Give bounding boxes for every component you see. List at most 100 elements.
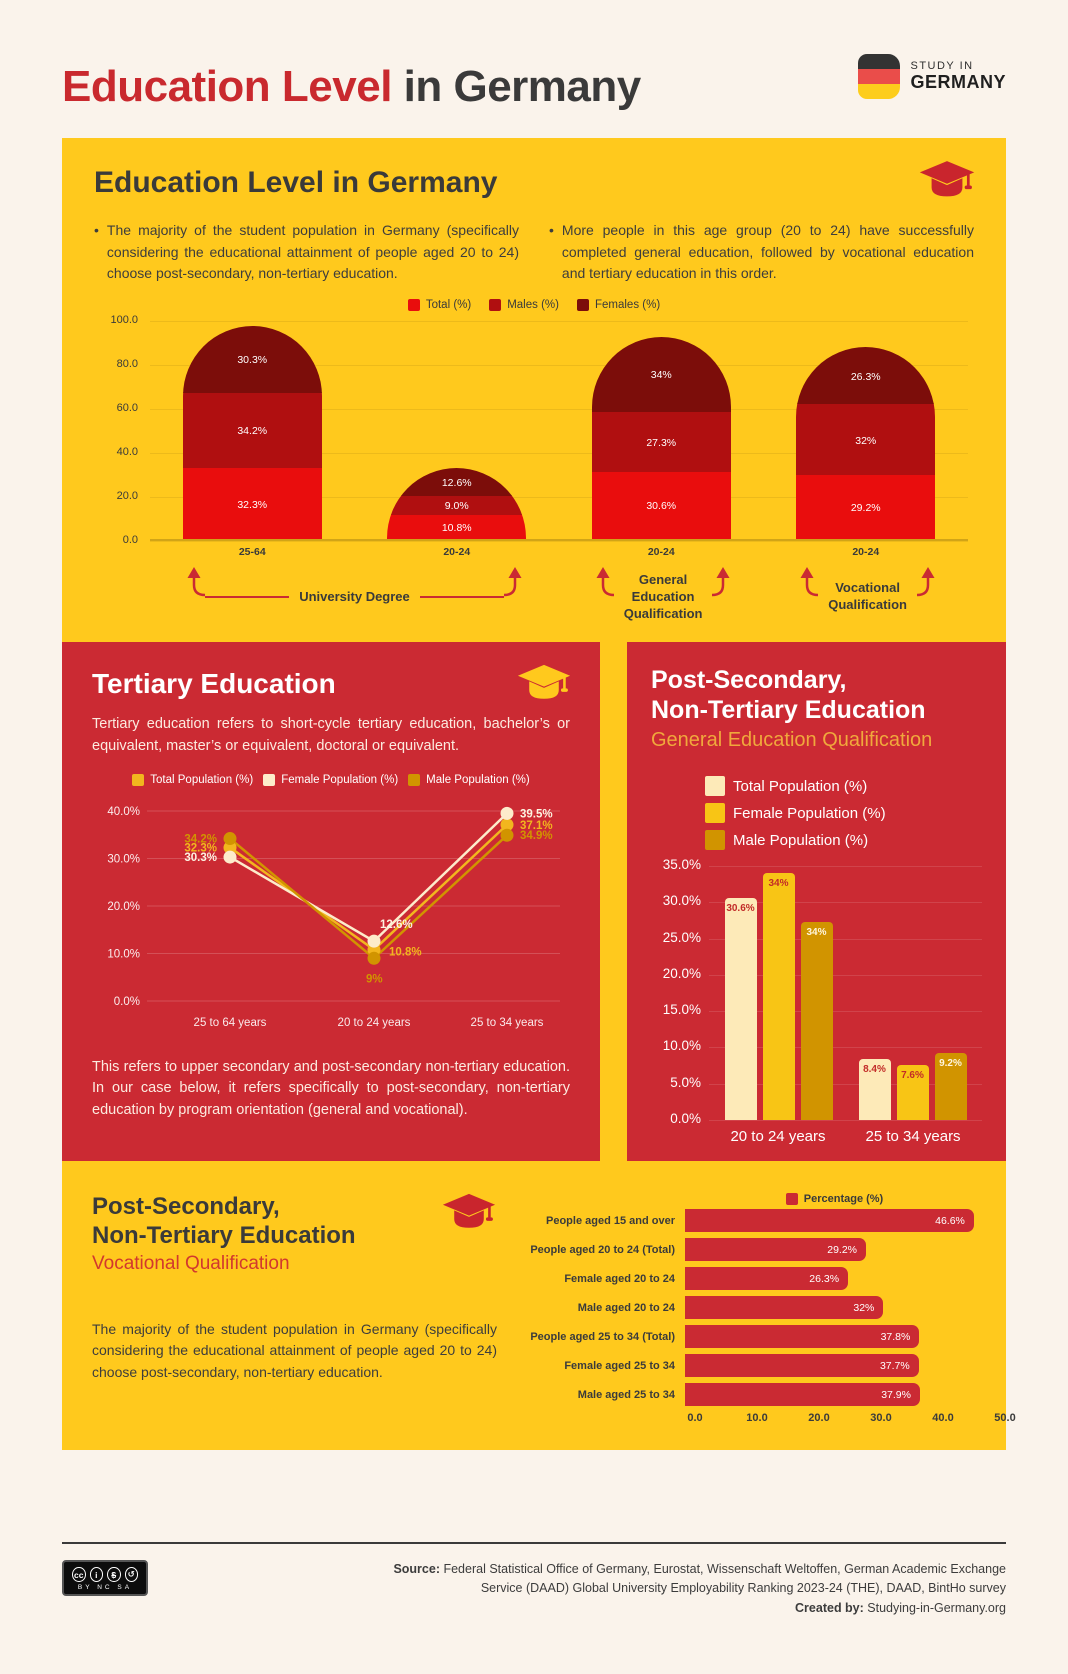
hbar-track: 32% [685,1296,976,1320]
vocational-heading-line1: Post-Secondary, [92,1193,280,1221]
bracket-arrow-up-icon [916,566,939,629]
general-heading-line1: Post-Secondary, [651,666,847,695]
source-label: Source: [393,1562,440,1577]
bar-segment [182,326,322,393]
chart-legend: Total Population (%) Female Population (%… [92,773,570,786]
creative-commons-badge: cc i $ ↺ BY NC SA [62,1560,148,1597]
section-general-qualification: Post-Secondary, Non-Tertiary Education Ge… [627,642,1006,1162]
nc-icon: $ [107,1567,121,1583]
legend-label: Percentage (%) [803,1193,884,1206]
legend-item: Total Population (%) [705,776,982,797]
gridline [150,321,968,323]
hbar-row: Male aged 20 to 24 32% [513,1296,976,1320]
general-subtitle: General Education Qualification [651,729,933,752]
x-axis-tick: 20.0 [808,1412,830,1425]
graduation-cap-icon [516,664,572,704]
infographic-card: Education Level in Germany • The majority… [62,138,1016,1451]
bar-segment [591,410,731,472]
section-overview-heading: Education Level in Germany [94,166,498,199]
bar-value-label: 29.2% [850,501,881,514]
hbar-category-label: Male aged 25 to 34 [577,1388,675,1401]
legend-item: Percentage (%) [785,1193,884,1206]
y-axis-label: 0.0 [122,534,138,547]
bar-segment [387,494,527,516]
bracket-line [204,595,290,599]
by-icon: i [89,1567,103,1583]
bar-value-label: 34% [650,369,672,382]
hbar-category-label: Female aged 20 to 24 [564,1272,675,1285]
graduation-cap-icon [918,160,976,202]
gridline [150,453,968,455]
x-axis-tick: 50.0 [994,1412,1016,1425]
bar-value-label: 12.6% [441,476,472,489]
bar-segment [182,467,322,540]
hbar-row: People aged 20 to 24 (Total) 29.2% [513,1238,976,1262]
hbar-value-label: 32% [853,1301,875,1314]
x-axis-label: 20 to 24 years [730,1128,826,1146]
gridline [150,409,968,411]
legend-item: Male Population (%) [705,830,982,851]
legend-label: Total (%) [425,299,472,312]
group-bracket: Vocational Qualification [796,566,935,626]
cc-icon: cc [72,1567,86,1583]
legend-label: Male Population (%) [733,831,869,849]
hbar-bar: 46.6% [685,1209,974,1233]
legend-label: Male Population (%) [426,773,530,786]
chart-legend: Total Population (%) Female Population (%… [705,776,982,851]
svg-text:0.0%: 0.0% [114,996,140,1008]
hbar-value-label: 26.3% [809,1272,840,1285]
hbar-track: 37.7% [685,1354,976,1378]
graduation-cap-icon [441,1193,497,1233]
stacked-bar: 30.6% 27.3% 34% [591,336,731,540]
bar-segment [591,336,731,412]
bar-value-label: 9.0% [444,500,469,513]
general-qualification-chart: Total Population (%) Female Population (%… [651,776,982,1145]
svg-text:39.5%: 39.5% [520,808,553,820]
y-axis-label: 20.0% [662,965,701,981]
hbar-bar: 37.8% [685,1325,920,1349]
legend-item: Total (%) [407,299,472,312]
vocational-text-column: Post-Secondary, Non-Tertiary Education Vo… [92,1193,497,1430]
hbar-track: 26.3% [685,1267,976,1291]
hbar-track: 37.8% [685,1325,976,1349]
legend-swatch [705,803,725,824]
general-heading: Post-Secondary, Non-Tertiary Education [651,666,982,725]
bullet-2: • More people in this age group (20 to 24… [549,220,974,285]
x-axis: 25-64 20-24 20-24 20-24 [150,546,968,566]
gridline [150,541,968,543]
x-axis-tick: 40.0 [932,1412,954,1425]
created-line: Created by: Studying-in-Germany.org [366,1599,1006,1618]
y-axis-label: 35.0% [662,857,701,873]
middle-row: Tertiary Education Tertiary education re… [62,642,1006,1162]
x-axis-label: 20-24 [852,546,880,559]
chart-legend: Percentage (%) [693,1193,976,1206]
gridline [709,1011,982,1013]
legend-item: Male Population (%) [408,773,530,786]
vocational-subtitle: Vocational Qualification [92,1252,290,1274]
legend-item: Females (%) [576,299,661,312]
german-flag-icon [858,54,901,99]
stacked-bar: 29.2% 32% 26.3% [796,346,936,540]
bullet-1: • The majority of the student population … [94,220,519,285]
legend-swatch [263,773,276,786]
legend-label: Total Population (%) [150,773,254,786]
vocational-paragraph: The majority of the student population i… [92,1320,497,1381]
y-axis-label: 30.0% [662,893,701,909]
logo-line1: STUDY IN [910,60,974,72]
sa-icon: ↺ [124,1567,138,1583]
y-axis-label: 0.0% [670,1111,701,1127]
legend-label: Females (%) [594,299,661,312]
bar: 34% [762,873,795,1121]
hbar-track: 29.2% [685,1238,976,1262]
logo-text: STUDY IN GERMANY [910,60,1006,93]
hbar-bar: 29.2% [685,1238,867,1262]
section-overview: Education Level in Germany • The majority… [62,138,1006,642]
bar-value-label: 30.6% [646,500,677,513]
hbar-category-label: Female aged 25 to 34 [564,1359,675,1372]
bracket-arrow-up-icon [592,566,614,629]
gridline [709,974,982,976]
hbar-track: 37.9% [685,1383,976,1407]
hbar-bar: 26.3% [685,1267,849,1291]
tertiary-heading: Tertiary Education [92,668,336,700]
